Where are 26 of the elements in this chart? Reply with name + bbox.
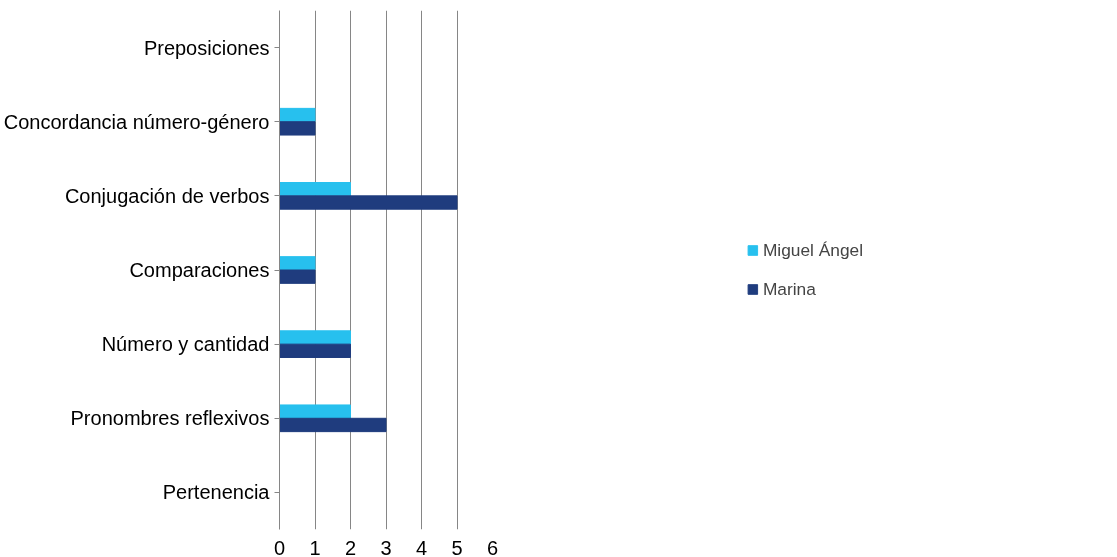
x-tick-label: 0 (273, 536, 286, 557)
bar (279, 195, 458, 210)
y-tick-label: Concordancia número-género (3, 110, 270, 133)
bar (279, 404, 351, 419)
x-tick-label: 1 (309, 536, 321, 557)
x-tick-label: 4 (415, 536, 428, 557)
bar (279, 121, 316, 136)
bar (279, 343, 351, 358)
y-tick-label: Conjugación de verbos (64, 184, 270, 207)
y-tick-label: Número y cantidad (101, 333, 270, 356)
bar (279, 107, 316, 123)
y-tick-label: Pronombres reflexivos (70, 407, 270, 430)
x-tick-label: 5 (451, 536, 463, 557)
y-tick-label: Preposiciones (143, 36, 270, 59)
y-tick-label: Comparaciones (129, 259, 270, 281)
y-tick-label: Pertenencia (162, 481, 271, 504)
bar (279, 330, 351, 345)
bar (279, 256, 316, 271)
x-tick-label: 3 (380, 536, 392, 557)
bar (279, 417, 387, 433)
bar (279, 182, 351, 197)
bar (279, 269, 316, 284)
legend-label: Miguel Ángel (762, 239, 864, 261)
x-tick-label: 6 (486, 536, 499, 557)
x-tick-label: 2 (344, 536, 357, 557)
legend-label: Marina (762, 278, 816, 300)
